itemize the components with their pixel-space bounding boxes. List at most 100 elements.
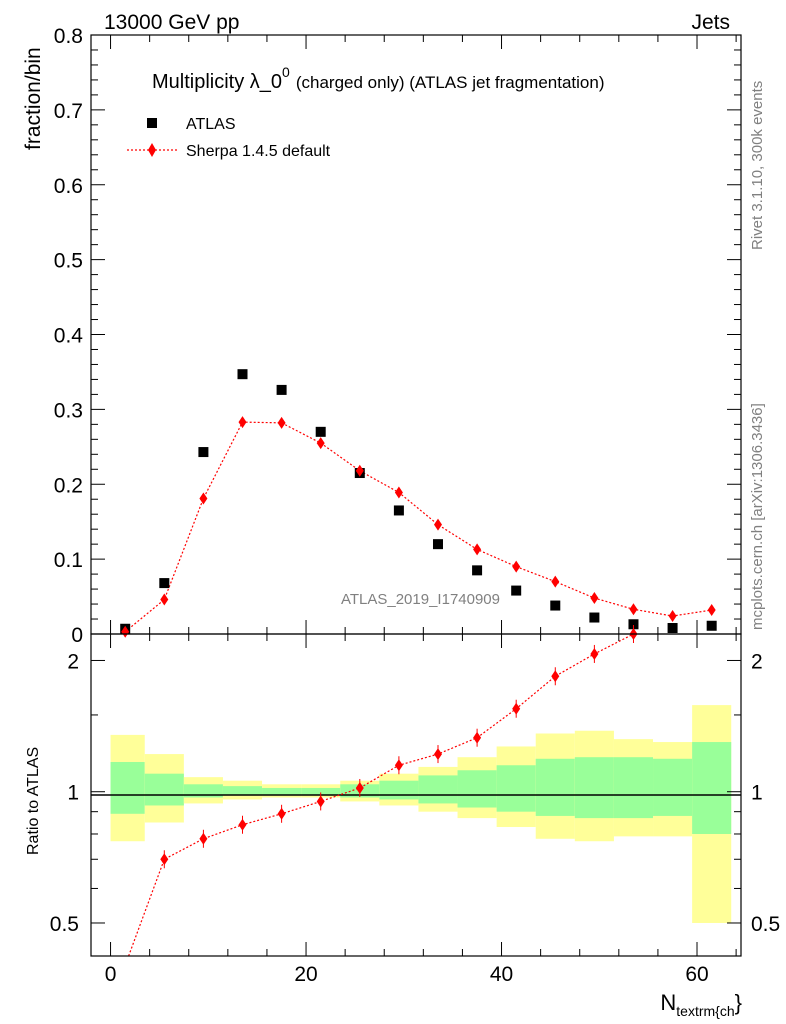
sherpa-point xyxy=(512,560,521,573)
ratio-point xyxy=(316,795,325,808)
legend: ATLAS Sherpa 1.4.5 default xyxy=(127,116,331,160)
ratio-ytick-label: 1 xyxy=(67,782,79,805)
ratio-point xyxy=(590,647,599,660)
atlas-point xyxy=(550,600,561,611)
sherpa-point xyxy=(433,518,442,531)
uncertainty-band-inner xyxy=(144,773,184,806)
sherpa-point xyxy=(277,416,286,429)
ratio-point xyxy=(277,807,286,820)
ratio-point xyxy=(199,832,208,845)
uncertainty-band-inner xyxy=(496,765,536,812)
sherpa-point xyxy=(121,625,130,638)
ratio-point xyxy=(238,818,247,831)
main-ytick-label: 0.6 xyxy=(54,175,83,198)
plot-title: Multiplicity λ_00 (charged only) (ATLAS j… xyxy=(152,64,605,93)
xlabel: Ntextrm{ch} xyxy=(660,990,742,1019)
ratio-point xyxy=(394,759,403,772)
ratio-frame xyxy=(90,633,742,957)
atlas-point xyxy=(706,620,717,631)
uncertainty-band-inner xyxy=(418,775,458,804)
sherpa-point xyxy=(238,416,247,429)
uncertainty-band-inner xyxy=(457,770,497,808)
uncertainty-band-inner xyxy=(535,758,575,816)
uncertainty-band-inner xyxy=(613,757,654,819)
atlas-point xyxy=(511,585,522,596)
sherpa-point xyxy=(707,604,716,617)
xtick-label: 60 xyxy=(685,963,708,986)
atlas-point xyxy=(472,565,483,576)
legend-sherpa-label: Sherpa 1.4.5 default xyxy=(186,143,331,160)
xtick-label: 0 xyxy=(105,963,117,986)
legend-atlas-marker xyxy=(147,118,157,128)
analysis-watermark: ATLAS_2019_I1740909 xyxy=(341,591,500,608)
plot-title-sup: 0 xyxy=(282,64,290,80)
uncertainty-band-inner xyxy=(379,780,419,800)
ratio-ytick-label-right: 1 xyxy=(751,782,763,805)
sherpa-point xyxy=(160,593,169,606)
main-ytick-label: 0.2 xyxy=(54,474,83,497)
atlas-point xyxy=(198,447,209,458)
atlas-point xyxy=(315,426,326,437)
mcplots-label: mcplots.cern.ch [arXiv:1306.3436] xyxy=(749,403,766,630)
ratio-ytick-label-right: 2 xyxy=(751,650,763,673)
ratio-ytick-label-right: 0.5 xyxy=(751,913,780,936)
ratio-point xyxy=(433,748,442,761)
legend-sherpa-marker xyxy=(148,143,156,157)
uncertainty-band-inner xyxy=(183,784,223,798)
sherpa-point xyxy=(355,464,364,477)
xtick-label: 20 xyxy=(294,963,317,986)
xlabel-sub: textrm{ch xyxy=(676,1003,734,1019)
ratio-point xyxy=(473,731,482,744)
sherpa-point xyxy=(473,543,482,556)
rivet-label: Rivet 3.1.10, 300k events xyxy=(749,81,766,250)
main-ytick-label: 0.7 xyxy=(54,100,83,123)
plot-title-rest: (charged only) (ATLAS jet fragmentation) xyxy=(296,73,605,92)
xlabel-suffix: } xyxy=(735,990,742,1015)
ratio-point xyxy=(551,670,560,683)
ratio-point xyxy=(512,702,521,715)
xlabel-main: N xyxy=(660,990,676,1015)
uncertainty-band-inner xyxy=(574,757,614,819)
xtick-label: 40 xyxy=(490,963,513,986)
uncertainty-band-inner xyxy=(692,742,732,834)
uncertainty-band-inner xyxy=(110,761,145,814)
uncertainty-band-inner xyxy=(222,786,263,796)
sherpa-point xyxy=(316,437,325,450)
main-ytick-label: 0 xyxy=(71,624,83,647)
main-ytick-label: 0.8 xyxy=(54,25,83,48)
sherpa-point xyxy=(590,592,599,605)
legend-atlas-label: ATLAS xyxy=(186,116,236,133)
atlas-point xyxy=(237,369,248,380)
header-process: Jets xyxy=(691,11,730,34)
ratio-point xyxy=(355,781,364,794)
uncertainty-band-inner xyxy=(301,787,341,795)
atlas-point xyxy=(276,384,287,395)
ratio-panel: 0.5 0.51 12 20 20 40 60 xyxy=(50,625,780,986)
sherpa-point xyxy=(199,492,208,505)
main-panel: 0 0.1 0.2 0.3 0.4 0.5 0.6 0.7 0.8 ATLAS_2019_I17… xyxy=(54,25,742,647)
sherpa-line xyxy=(124,421,712,633)
main-ytick-label: 0.1 xyxy=(54,549,83,572)
ratio-ytick-label: 0.5 xyxy=(50,913,79,936)
uncertainty-band-inner xyxy=(653,758,693,816)
main-ytick-label: 0.5 xyxy=(54,250,83,273)
atlas-point xyxy=(589,612,600,623)
ratio-ylabel: Ratio to ATLAS xyxy=(25,747,42,855)
plot-title-main: Multiplicity λ_0 xyxy=(152,71,282,93)
atlas-point xyxy=(628,619,639,630)
atlas-point xyxy=(432,539,443,550)
atlas-point xyxy=(667,623,678,634)
sherpa-point xyxy=(668,610,677,623)
main-ytick-label: 0.4 xyxy=(54,325,84,348)
ratio-ytick-label: 2 xyxy=(67,650,79,673)
main-ylabel: fraction/bin xyxy=(22,47,45,150)
atlas-point xyxy=(159,578,170,589)
sherpa-point xyxy=(551,575,560,588)
header-energy: 13000 GeV pp xyxy=(104,11,239,34)
sherpa-point xyxy=(629,603,638,616)
sherpa-point xyxy=(394,486,403,499)
uncertainty-band-inner xyxy=(262,787,302,795)
atlas-point xyxy=(393,505,404,516)
ratio-point xyxy=(160,853,169,866)
